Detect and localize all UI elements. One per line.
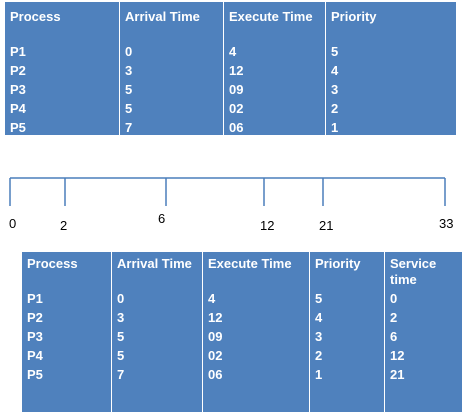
cell-service-time: 0 [390,291,398,306]
cell-arrival-time: 3 [117,310,125,325]
timeline-tick-label: 12 [260,218,275,233]
column-execute-time: Execute Time 4 12 09 02 06 [202,252,310,412]
cell-priority: 3 [331,82,339,97]
cell-arrival-time: 5 [125,101,133,116]
cell-process: P5 [27,367,43,382]
cell-priority: 3 [315,329,323,344]
cell-process: P4 [27,348,43,363]
timeline-tick-label: 6 [158,211,166,226]
column-service-time: Service time 0 2 6 12 21 [384,252,463,412]
cell-process: P4 [10,101,26,116]
cell-process: P3 [10,82,26,97]
cell-arrival-time: 7 [125,120,133,135]
header-service-time: Service time [390,256,437,287]
header-priority: Priority [315,256,361,271]
cell-execute-time: 12 [208,310,223,325]
cell-priority: 4 [331,63,339,78]
cell-priority: 2 [331,101,339,116]
timeline-tick-label: 21 [319,218,334,233]
cell-execute-time: 06 [229,120,244,135]
timeline-tick-label: 33 [439,216,454,231]
column-priority: Priority 5 4 3 2 1 [309,252,385,412]
cell-arrival-time: 0 [125,44,133,59]
column-priority: Priority 5 4 3 2 1 [325,2,457,135]
cell-execute-time: 02 [229,101,244,116]
header-process: Process [27,256,78,271]
cell-arrival-time: 7 [117,367,125,382]
column-process: Process P1 P2 P3 P4 P5 [5,2,119,135]
cell-execute-time: 06 [208,367,223,382]
cell-service-time: 6 [390,329,398,344]
cell-arrival-time: 0 [117,291,125,306]
cell-arrival-time: 5 [117,329,125,344]
column-arrival-time: Arrival Time 0 3 5 5 7 [111,252,203,412]
cell-arrival-time: 5 [117,348,125,363]
cell-execute-time: 4 [208,291,216,306]
header-process: Process [10,9,61,24]
cell-service-time: 21 [390,367,405,382]
cell-execute-time: 02 [208,348,223,363]
cell-priority: 2 [315,348,323,363]
cell-priority: 1 [331,120,339,135]
cell-process: P5 [10,120,26,135]
column-process: Process P1 P2 P3 P4 P5 [22,252,111,412]
process-table: Process P1 P2 P3 P4 P5 Arrival Time 0 3 … [5,2,456,135]
cell-priority: 5 [331,44,339,59]
cell-process: P1 [10,44,26,59]
cell-execute-time: 4 [229,44,237,59]
timeline-tick-label: 2 [60,218,68,233]
cell-service-time: 12 [390,348,405,363]
header-arrival-time: Arrival Time [125,9,200,24]
cell-arrival-time: 3 [125,63,133,78]
cell-priority: 1 [315,367,323,382]
cell-arrival-time: 5 [125,82,133,97]
header-execute-time: Execute Time [208,256,292,271]
cell-execute-time: 12 [229,63,244,78]
cell-process: P1 [27,291,43,306]
cell-process: P2 [10,63,26,78]
cell-execute-time: 09 [208,329,223,344]
cell-process: P2 [27,310,43,325]
timeline-tick-label: 0 [9,216,17,231]
header-execute-time: Execute Time [229,9,313,24]
cell-service-time: 2 [390,310,398,325]
cell-process: P3 [27,329,43,344]
header-priority: Priority [331,9,377,24]
service-time-table: Process P1 P2 P3 P4 P5 Arrival Time 0 3 … [22,252,462,412]
cell-execute-time: 09 [229,82,244,97]
cell-priority: 5 [315,291,323,306]
column-arrival-time: Arrival Time 0 3 5 5 7 [119,2,224,135]
header-arrival-time: Arrival Time [117,256,192,271]
cell-priority: 4 [315,310,323,325]
column-execute-time: Execute Time 4 12 09 02 06 [223,2,326,135]
